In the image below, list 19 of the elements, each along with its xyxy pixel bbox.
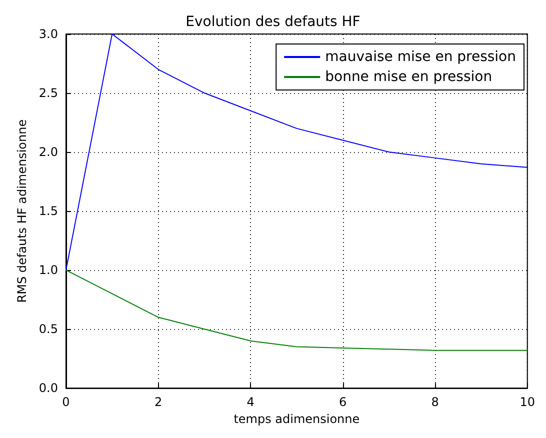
- y-tick-label: 1.5: [38, 204, 58, 218]
- y-axis-title: RMS defauts HF adimensionne: [15, 119, 29, 303]
- x-tick-label: 6: [338, 395, 347, 410]
- x-tick-label: 2: [154, 395, 162, 410]
- legend-label: mauvaise mise en pression: [325, 49, 516, 65]
- y-tick-label: 2.0: [38, 145, 58, 160]
- chart-title: Evolution des defauts HF: [186, 14, 360, 30]
- x-tick-label: 10: [520, 395, 536, 410]
- x-tick-label: 8: [431, 395, 439, 410]
- legend-label: bonne mise en pression: [325, 69, 492, 85]
- line-series: [65, 270, 528, 351]
- y-tick-label: 0.0: [38, 381, 58, 396]
- y-tick-label: 0.5: [38, 322, 58, 336]
- y-tick-label: 2.5: [38, 86, 58, 100]
- y-tick-label: 1.0: [38, 263, 58, 278]
- x-tick-label: 0: [62, 395, 70, 410]
- y-tick-label: 3.0: [38, 27, 58, 41]
- x-axis-title: temps adimensionne: [234, 412, 360, 426]
- x-tick-label: 4: [246, 395, 254, 410]
